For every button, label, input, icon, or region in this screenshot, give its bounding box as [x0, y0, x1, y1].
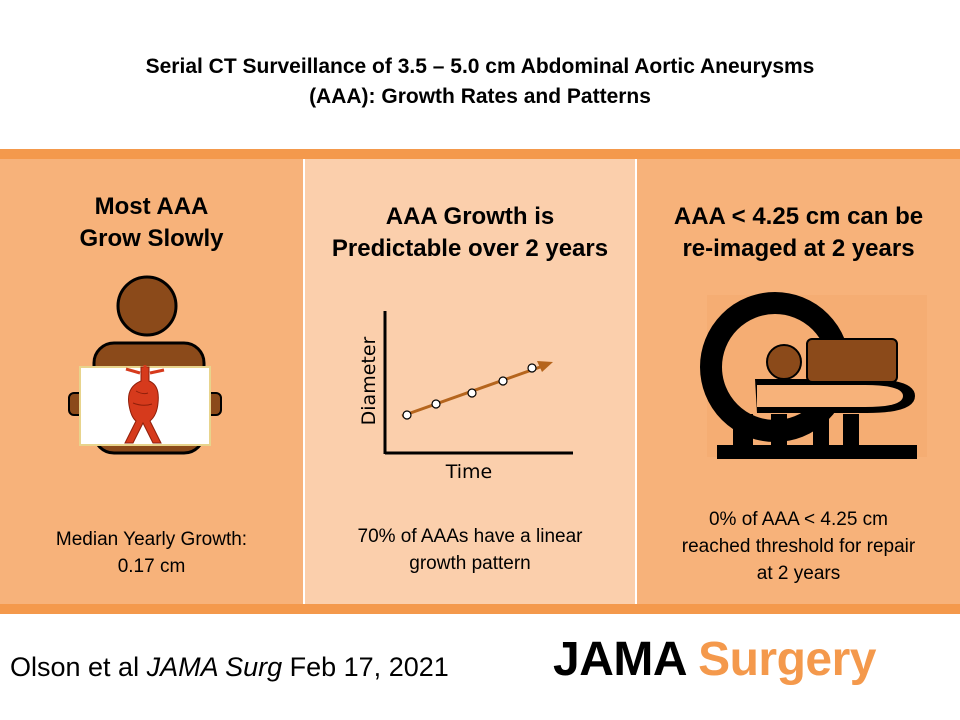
panel-1-text-line-2: 0.17 cm — [117, 556, 186, 577]
citation-date: Feb 17, 2021 — [282, 652, 449, 682]
citation-journal: JAMA Surg — [146, 652, 283, 682]
data-point — [498, 376, 508, 386]
data-point — [402, 410, 412, 420]
linear-growth-graph: Diameter Time — [358, 311, 573, 483]
panel-2-heading: AAA Growth is Predictable over 2 years — [305, 201, 635, 265]
ct-scanner-icon — [700, 292, 927, 459]
panel-1-text: Median Yearly Growth: 0.17 cm — [0, 526, 303, 580]
panel-2-heading-line-1: AAA Growth is — [385, 203, 555, 230]
panel-2-heading-line-2: Predictable over 2 years — [331, 235, 609, 262]
panel-3-text-line-2: reached threshold for repair — [681, 536, 916, 557]
panel-3-text: 0% of AAA < 4.25 cm reached threshold fo… — [637, 506, 960, 587]
panel-1-text-line-1: Median Yearly Growth: — [55, 529, 248, 550]
panel-2-text-line-2: growth pattern — [409, 553, 531, 574]
title-line-2: (AAA): Growth Rates and Patterns — [309, 85, 651, 108]
citation: Olson et al JAMA Surg Feb 17, 2021 — [10, 652, 449, 683]
panel-2-text: 70% of AAAs have a linear growth pattern — [305, 523, 635, 577]
panel-2-text-line-1: 70% of AAAs have a linear — [357, 526, 583, 547]
title-line-1: Serial CT Surveillance of 3.5 – 5.0 cm A… — [145, 55, 815, 78]
panel-3-heading-line-1: AAA < 4.25 cm can be — [673, 203, 924, 230]
data-point — [431, 399, 441, 409]
infographic-title: Serial CT Surveillance of 3.5 – 5.0 cm A… — [0, 52, 960, 112]
aorta-aneurysm-icon — [124, 365, 165, 444]
panel-reimage: AAA < 4.25 cm can be re-imaged at 2 year… — [637, 159, 960, 604]
brand-surgery: Surgery — [698, 633, 876, 686]
panel-1-heading-line-1: Most AAA — [94, 193, 209, 220]
panel-1-heading-line-2: Grow Slowly — [79, 225, 224, 252]
trend-arrow-head — [537, 361, 553, 372]
brand-jama: JAMA — [553, 633, 686, 686]
data-point — [527, 363, 537, 373]
top-orange-band — [0, 149, 960, 159]
data-point — [467, 388, 477, 398]
citation-authors: Olson et al — [10, 652, 147, 682]
panel-3-text-line-1: 0% of AAA < 4.25 cm — [708, 509, 889, 530]
panel-3-text-line-3: at 2 years — [756, 563, 841, 584]
bottom-orange-band — [0, 604, 960, 614]
panel-1-heading: Most AAA Grow Slowly — [0, 191, 303, 255]
panel-3-heading: AAA < 4.25 cm can be re-imaged at 2 year… — [637, 201, 960, 265]
jama-surgery-logo: JAMA Surgery — [553, 632, 876, 687]
person-holding-aorta-icon — [68, 275, 222, 455]
graph-y-label: Diameter — [358, 336, 380, 425]
panel-slow-growth: Most AAA Grow Slowly Median Yearly Growt… — [0, 159, 303, 604]
panel-predictable-growth: AAA Growth is Predictable over 2 years D… — [305, 159, 635, 604]
graph-x-label: Time — [445, 461, 493, 483]
panel-3-heading-line-2: re-imaged at 2 years — [682, 235, 915, 262]
